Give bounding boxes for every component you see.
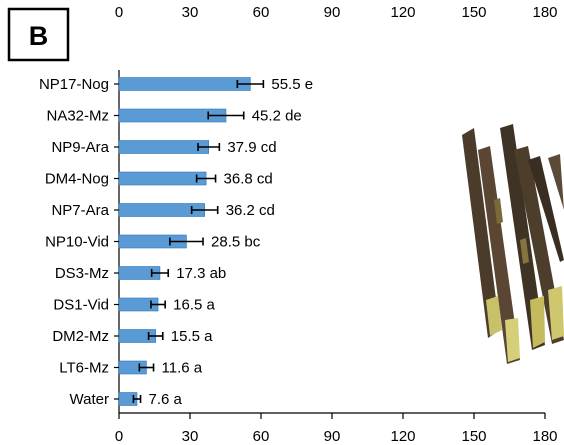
value-label: 37.9 cd	[227, 139, 276, 156]
grapevine-cuttings-photo	[455, 120, 564, 382]
top-tick-label: 60	[253, 4, 270, 21]
value-labels: 55.5 e 45.2 de 37.9 cd 36.8 cd 36.2 cd 28.5 b…	[149, 76, 314, 408]
bottom-tick-labels: 0 30 60 90 120 150 180	[115, 428, 558, 445]
top-tick-labels: 0 30 60 90 120 150 180	[115, 4, 558, 21]
x-tick-label: 150	[461, 428, 486, 445]
category-label: NP9-Ara	[51, 139, 109, 156]
top-tick-label: 0	[115, 4, 123, 21]
bottom-tick-marks	[118, 413, 546, 419]
error-bars	[132, 80, 265, 403]
bar	[118, 140, 209, 154]
value-label: 15.5 a	[171, 328, 213, 345]
value-label: 7.6 a	[149, 391, 183, 408]
x-tick-label: 60	[253, 428, 270, 445]
top-tick-label: 90	[324, 4, 341, 21]
bar	[118, 77, 251, 91]
x-tick-label: 0	[115, 428, 123, 445]
value-label: 17.3 ab	[176, 265, 226, 282]
top-tick-label: 120	[390, 4, 415, 21]
value-label: 16.5 a	[173, 297, 215, 314]
category-label: Water	[70, 391, 109, 408]
top-tick-label: 150	[461, 4, 486, 21]
bar	[118, 171, 207, 186]
value-label: 11.6 a	[162, 360, 203, 377]
category-label: DS1-Vid	[53, 297, 109, 314]
value-label: 55.5 e	[271, 76, 313, 93]
panel-label-box: B	[7, 7, 70, 62]
x-tick-label: 90	[324, 428, 341, 445]
value-label: 28.5 bc	[211, 234, 261, 251]
category-label: NA32-Mz	[46, 108, 109, 125]
x-tick-label: 120	[390, 428, 415, 445]
x-tick-label: 30	[182, 428, 199, 445]
category-label: DS3-Mz	[55, 265, 109, 282]
top-tick-label: 180	[532, 4, 557, 21]
category-label: NP7-Ara	[51, 202, 109, 219]
category-labels: NP17-Nog NA32-Mz NP9-Ara DM4-Nog NP7-Ara NP10…	[39, 76, 110, 408]
x-tick-label: 180	[532, 428, 557, 445]
value-label: 36.8 cd	[224, 171, 273, 188]
value-label: 36.2 cd	[226, 202, 275, 219]
value-label: 45.2 de	[252, 108, 302, 125]
top-tick-label: 30	[182, 4, 199, 21]
category-label: NP10-Vid	[45, 234, 109, 251]
category-label: NP17-Nog	[39, 76, 109, 93]
panel-label: B	[29, 21, 49, 51]
category-label: DM4-Nog	[45, 171, 109, 188]
category-label: DM2-Mz	[52, 328, 109, 345]
category-label: LT6-Mz	[59, 360, 109, 377]
